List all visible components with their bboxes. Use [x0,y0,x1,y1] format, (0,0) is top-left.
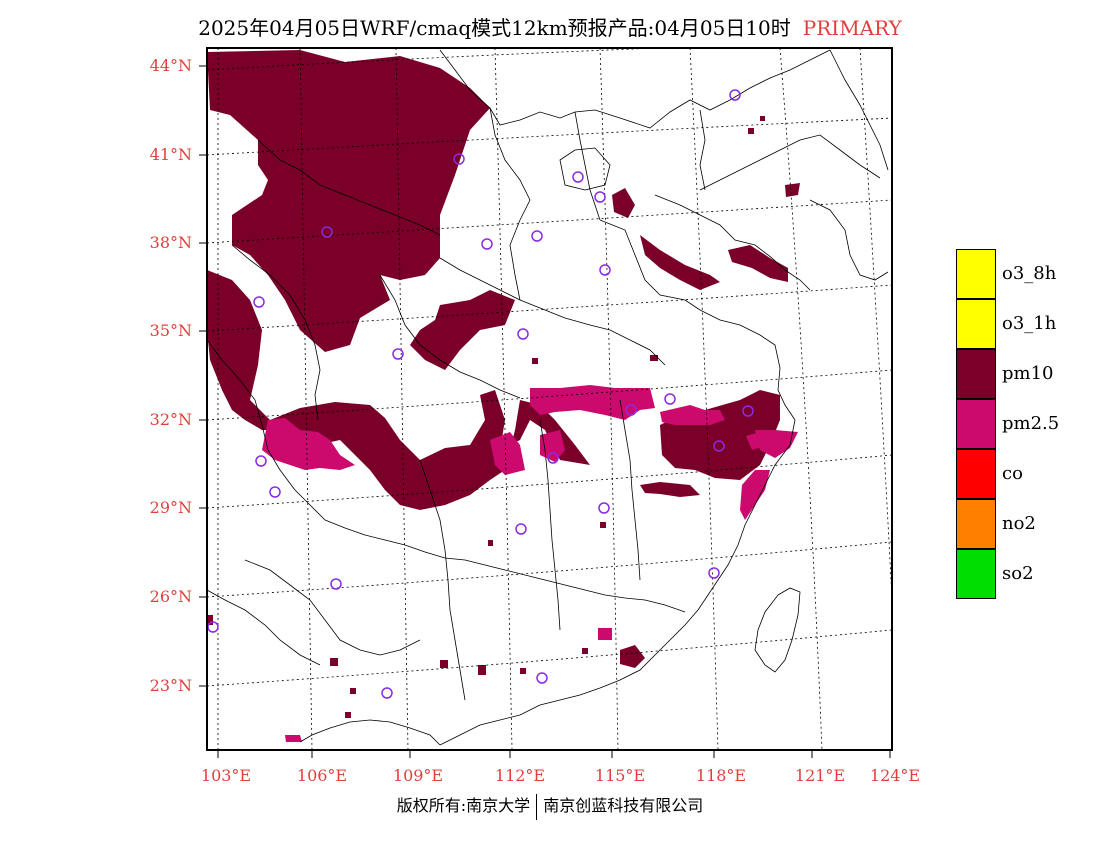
legend-label-o3-1h: o3_1h [1002,313,1057,334]
lat-label-26: 26°N [149,587,192,606]
lat-ticks [199,65,207,687]
pollutant-legend: o3_8h o3_1h pm10 pm2.5 co no2 so2 [956,249,1100,599]
legend-label-o3-8h: o3_8h [1002,263,1057,284]
pm25-region [262,385,798,742]
copyright-footer: 版权所有:南京大学 南京创蓝科技有限公司 [0,792,1100,820]
legend-item-pm10: pm10 [956,349,1100,399]
lon-label-115: 115°E [594,766,646,785]
lon-label-121: 121°E [794,766,846,785]
legend-swatch-pm25 [956,399,996,449]
legend-item-so2: so2 [956,549,1100,599]
legend-swatch-pm10 [956,349,996,399]
legend-item-co: co [956,449,1100,499]
legend-item-pm25: pm2.5 [956,399,1100,449]
legend-item-o3-8h: o3_8h [956,249,1100,299]
lat-label-32: 32°N [149,410,192,429]
legend-swatch-o3-8h [956,249,996,299]
legend-item-no2: no2 [956,499,1100,549]
legend-label-pm25: pm2.5 [1002,413,1060,434]
lon-label-124: 124°E [869,766,921,785]
legend-item-o3-1h: o3_1h [956,299,1100,349]
lat-label-35: 35°N [149,321,192,340]
lat-label-29: 29°N [149,498,192,517]
lon-ticks [217,750,891,758]
lat-label-38: 38°N [149,233,192,252]
pm10-region [207,50,800,668]
legend-swatch-no2 [956,499,996,549]
lat-label-41: 41°N [149,145,192,164]
legend-swatch-so2 [956,549,996,599]
map-title: 2025年04月05日WRF/cmaq模式12km预报产品:04月05日10时 P… [0,12,1100,41]
lon-label-109: 109°E [392,766,444,785]
map-frame [206,47,893,751]
city-stations [207,89,754,699]
legend-swatch-co [956,449,996,499]
scattered-cells [207,116,765,718]
legend-label-no2: no2 [1002,513,1036,534]
title-tag: PRIMARY [802,16,902,40]
graticule [207,48,892,750]
lat-label-44: 44°N [149,56,192,75]
lat-label-23: 23°N [149,676,192,695]
legend-label-pm10: pm10 [1002,363,1054,384]
lon-label-103: 103°E [200,766,252,785]
lon-label-112: 112°E [494,766,546,785]
legend-label-so2: so2 [1002,563,1034,584]
footer-separator [536,793,538,820]
lon-label-118: 118°E [695,766,747,785]
legend-swatch-o3-1h [956,299,996,349]
lon-label-106: 106°E [296,766,348,785]
title-main: 2025年04月05日WRF/cmaq模式12km预报产品:04月05日10时 [198,16,791,40]
footer-copyright: 版权所有:南京大学 [396,796,531,815]
legend-label-co: co [1002,463,1023,484]
footer-company: 南京创蓝科技有限公司 [543,796,704,815]
